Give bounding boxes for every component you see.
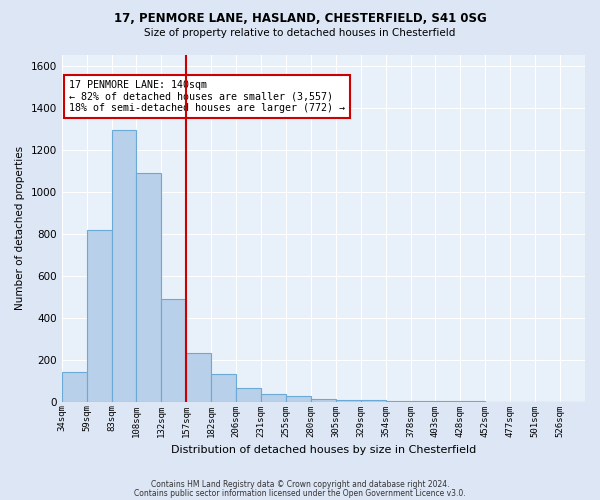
Y-axis label: Number of detached properties: Number of detached properties: [15, 146, 25, 310]
Bar: [211, 374, 236, 402]
Bar: [361, 400, 386, 402]
Text: 17 PENMORE LANE: 140sqm
← 82% of detached houses are smaller (3,557)
18% of semi: 17 PENMORE LANE: 140sqm ← 82% of detache…: [69, 80, 345, 114]
Bar: [62, 372, 86, 402]
Text: Size of property relative to detached houses in Chesterfield: Size of property relative to detached ho…: [145, 28, 455, 38]
Bar: [261, 394, 286, 402]
Bar: [336, 400, 361, 402]
Bar: [112, 130, 136, 402]
X-axis label: Distribution of detached houses by size in Chesterfield: Distribution of detached houses by size …: [171, 445, 476, 455]
Bar: [236, 388, 261, 402]
Text: 17, PENMORE LANE, HASLAND, CHESTERFIELD, S41 0SG: 17, PENMORE LANE, HASLAND, CHESTERFIELD,…: [113, 12, 487, 26]
Bar: [161, 298, 186, 402]
Bar: [386, 401, 410, 402]
Text: Contains public sector information licensed under the Open Government Licence v3: Contains public sector information licen…: [134, 488, 466, 498]
Text: Contains HM Land Registry data © Crown copyright and database right 2024.: Contains HM Land Registry data © Crown c…: [151, 480, 449, 489]
Bar: [186, 354, 211, 402]
Bar: [286, 396, 311, 402]
Bar: [311, 398, 336, 402]
Bar: [86, 230, 112, 402]
Bar: [136, 172, 161, 402]
